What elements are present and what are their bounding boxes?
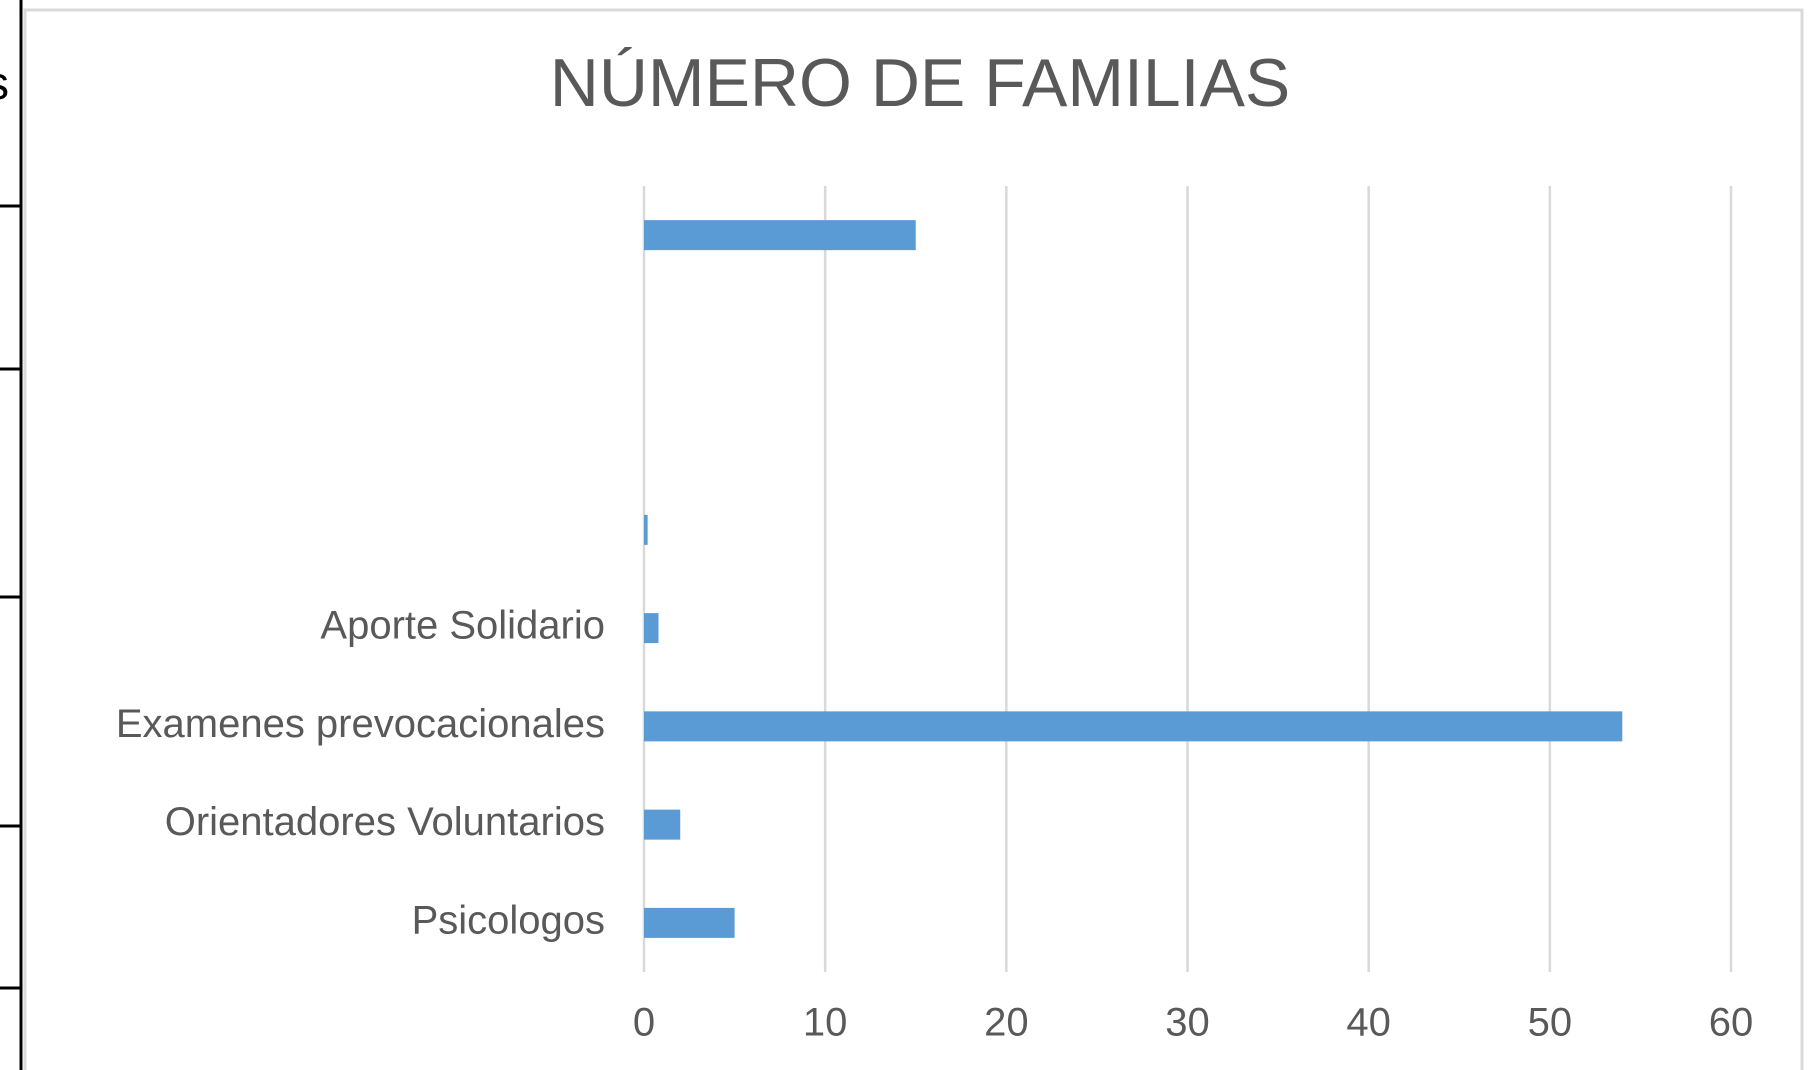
x-tick-label: 60 [1709,1001,1754,1045]
bar [644,907,735,938]
fragment-text: s [0,57,9,109]
y-tick-label: Aporte Solidario [320,604,605,648]
x-tick-label: 10 [803,1001,848,1045]
x-tick-label: 0 [633,1001,655,1045]
x-tick-label: 30 [1165,1001,1210,1045]
bar [644,711,1623,742]
bar [644,613,659,644]
y-tick-label: Psicologos [412,898,605,942]
x-tick-label: 50 [1528,1001,1573,1045]
bar [644,809,681,840]
chart-frame [23,8,1804,1070]
bar [644,514,648,545]
y-tick-label: Examenes prevocacionales [116,702,605,746]
x-tick-label: 20 [984,1001,1029,1045]
x-tick-label: 40 [1346,1001,1391,1045]
chart-title: NÚMERO DE FAMILIAS [550,45,1291,121]
bar [644,220,916,251]
y-tick-label: Orientadores Voluntarios [165,800,605,844]
